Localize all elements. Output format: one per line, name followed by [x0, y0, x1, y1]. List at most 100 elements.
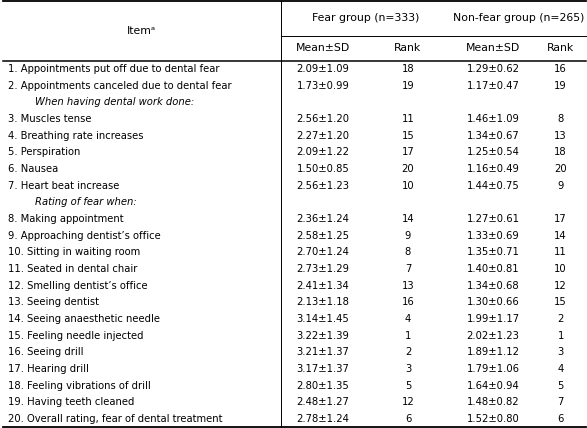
Text: 1.34±0.68: 1.34±0.68 — [467, 281, 519, 291]
Text: 6: 6 — [405, 414, 411, 424]
Text: 2.48±1.27: 2.48±1.27 — [296, 397, 349, 407]
Text: 2.56±1.20: 2.56±1.20 — [296, 114, 349, 124]
Text: 1: 1 — [405, 330, 411, 341]
Text: 1.52±0.80: 1.52±0.80 — [467, 414, 519, 424]
Text: 2.13±1.18: 2.13±1.18 — [296, 297, 349, 307]
Text: 1.44±0.75: 1.44±0.75 — [467, 181, 519, 191]
Text: 16: 16 — [402, 297, 414, 307]
Text: 9. Approaching dentist’s office: 9. Approaching dentist’s office — [8, 231, 160, 241]
Text: 15: 15 — [554, 297, 567, 307]
Text: 2: 2 — [558, 314, 564, 324]
Text: 19. Having teeth cleaned: 19. Having teeth cleaned — [8, 397, 134, 407]
Text: 3.14±1.45: 3.14±1.45 — [296, 314, 349, 324]
Text: 3.17±1.37: 3.17±1.37 — [296, 364, 349, 374]
Text: 1.89±1.12: 1.89±1.12 — [467, 347, 519, 357]
Text: 7. Heart beat increase: 7. Heart beat increase — [8, 181, 119, 191]
Text: 15. Feeling needle injected: 15. Feeling needle injected — [8, 330, 143, 341]
Text: 1.50±0.85: 1.50±0.85 — [296, 164, 349, 174]
Text: 14: 14 — [554, 231, 567, 241]
Text: 16. Seeing drill: 16. Seeing drill — [8, 347, 83, 357]
Text: 18: 18 — [402, 64, 414, 74]
Text: 14. Seeing anaesthetic needle: 14. Seeing anaesthetic needle — [8, 314, 160, 324]
Text: 18. Feeling vibrations of drill: 18. Feeling vibrations of drill — [8, 380, 150, 390]
Text: 2.27±1.20: 2.27±1.20 — [296, 131, 349, 141]
Text: 13: 13 — [402, 281, 414, 291]
Text: 9: 9 — [558, 181, 564, 191]
Text: Mean±SD: Mean±SD — [466, 43, 520, 54]
Text: 2: 2 — [405, 347, 411, 357]
Text: 13. Seeing dentist: 13. Seeing dentist — [8, 297, 99, 307]
Text: 1.46±1.09: 1.46±1.09 — [467, 114, 519, 124]
Text: 1.40±0.81: 1.40±0.81 — [467, 264, 519, 274]
Text: 5. Perspiration: 5. Perspiration — [8, 147, 80, 158]
Text: 2.78±1.24: 2.78±1.24 — [296, 414, 349, 424]
Text: 1.34±0.67: 1.34±0.67 — [467, 131, 519, 141]
Text: 2.73±1.29: 2.73±1.29 — [296, 264, 349, 274]
Text: 12: 12 — [402, 397, 414, 407]
Text: 6: 6 — [558, 414, 564, 424]
Text: 20: 20 — [554, 164, 567, 174]
Text: 4: 4 — [405, 314, 411, 324]
Text: 12. Smelling dentist’s office: 12. Smelling dentist’s office — [8, 281, 147, 291]
Text: 8. Making appointment: 8. Making appointment — [8, 214, 123, 224]
Text: Mean±SD: Mean±SD — [296, 43, 350, 54]
Text: Rank: Rank — [394, 43, 421, 54]
Text: 3. Muscles tense: 3. Muscles tense — [8, 114, 91, 124]
Text: 5: 5 — [405, 380, 411, 390]
Text: 1: 1 — [558, 330, 564, 341]
Text: 2.41±1.34: 2.41±1.34 — [296, 281, 349, 291]
Text: Non-fear group (n=265): Non-fear group (n=265) — [453, 13, 584, 24]
Text: 4. Breathing rate increases: 4. Breathing rate increases — [8, 131, 143, 141]
Text: 7: 7 — [405, 264, 411, 274]
Text: 11: 11 — [554, 247, 567, 257]
Text: 17: 17 — [402, 147, 414, 158]
Text: 8: 8 — [405, 247, 411, 257]
Text: 3.21±1.37: 3.21±1.37 — [296, 347, 349, 357]
Text: 2.58±1.25: 2.58±1.25 — [296, 231, 349, 241]
Text: 11. Seated in dental chair: 11. Seated in dental chair — [8, 264, 137, 274]
Text: 1.27±0.61: 1.27±0.61 — [467, 214, 519, 224]
Text: 1.64±0.94: 1.64±0.94 — [467, 380, 519, 390]
Text: 1.16±0.49: 1.16±0.49 — [467, 164, 519, 174]
Text: 17. Hearing drill: 17. Hearing drill — [8, 364, 89, 374]
Text: 9: 9 — [405, 231, 411, 241]
Text: 1.30±0.66: 1.30±0.66 — [467, 297, 519, 307]
Text: 12: 12 — [554, 281, 567, 291]
Text: 11: 11 — [402, 114, 414, 124]
Text: Rank: Rank — [547, 43, 574, 54]
Text: When having dental work done:: When having dental work done: — [35, 98, 194, 107]
Text: 1.73±0.99: 1.73±0.99 — [296, 81, 349, 91]
Text: 1.33±0.69: 1.33±0.69 — [467, 231, 519, 241]
Text: 16: 16 — [554, 64, 567, 74]
Text: 2.02±1.23: 2.02±1.23 — [467, 330, 519, 341]
Text: 4: 4 — [558, 364, 564, 374]
Text: 2.80±1.35: 2.80±1.35 — [296, 380, 349, 390]
Text: 6. Nausea: 6. Nausea — [8, 164, 58, 174]
Text: 2. Appointments canceled due to dental fear: 2. Appointments canceled due to dental f… — [8, 81, 231, 91]
Text: 17: 17 — [554, 214, 567, 224]
Text: 7: 7 — [558, 397, 564, 407]
Text: 1. Appointments put off due to dental fear: 1. Appointments put off due to dental fe… — [8, 64, 219, 74]
Text: 20: 20 — [402, 164, 414, 174]
Text: 2.70±1.24: 2.70±1.24 — [296, 247, 349, 257]
Text: 2.09±1.22: 2.09±1.22 — [296, 147, 349, 158]
Text: 8: 8 — [558, 114, 564, 124]
Text: 10: 10 — [402, 181, 414, 191]
Text: 2.09±1.09: 2.09±1.09 — [296, 64, 349, 74]
Text: 13: 13 — [554, 131, 567, 141]
Text: 3: 3 — [405, 364, 411, 374]
Text: 19: 19 — [554, 81, 567, 91]
Text: 3.22±1.39: 3.22±1.39 — [296, 330, 349, 341]
Text: 19: 19 — [402, 81, 414, 91]
Text: 2.36±1.24: 2.36±1.24 — [296, 214, 349, 224]
Text: 10. Sitting in waiting room: 10. Sitting in waiting room — [8, 247, 140, 257]
Text: 3: 3 — [558, 347, 564, 357]
Text: 10: 10 — [554, 264, 567, 274]
Text: 1.79±1.06: 1.79±1.06 — [467, 364, 519, 374]
Text: 15: 15 — [402, 131, 414, 141]
Text: Itemᵃ: Itemᵃ — [127, 26, 156, 36]
Text: 18: 18 — [554, 147, 567, 158]
Text: Rating of fear when:: Rating of fear when: — [35, 197, 137, 207]
Text: 20. Overall rating, fear of dental treatment: 20. Overall rating, fear of dental treat… — [8, 414, 222, 424]
Text: 1.25±0.54: 1.25±0.54 — [467, 147, 519, 158]
